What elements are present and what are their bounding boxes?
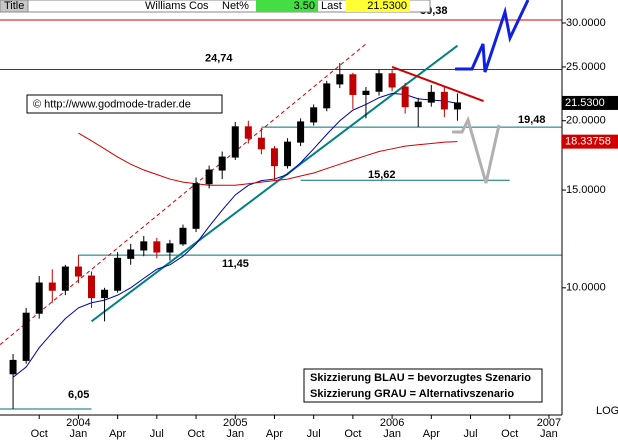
x-tick-label: Apr xyxy=(109,428,126,440)
candle-body xyxy=(231,126,239,158)
header-bar xyxy=(0,0,431,13)
copyright-box xyxy=(26,94,223,114)
value-marker-label: 18.33758 xyxy=(565,136,611,148)
x-tick-label: Oct xyxy=(344,428,361,440)
x-tick-label: Jan xyxy=(70,428,88,440)
candle-body xyxy=(179,227,187,245)
scenario-line: Skizzierung GRAU = Alternativszenario xyxy=(310,388,514,400)
candle-body xyxy=(284,141,292,167)
candle-body xyxy=(297,121,305,143)
blue-scenario-sketch xyxy=(455,0,530,73)
x-tick-label: Jan xyxy=(540,428,558,440)
level-label: 6,05 xyxy=(68,389,89,401)
x-tick-label: Apr xyxy=(266,428,283,440)
log-label: LOG xyxy=(596,405,618,417)
x-tick-label: Jul xyxy=(463,428,477,440)
net-label: Net% xyxy=(222,0,249,12)
candle-body xyxy=(427,91,435,103)
header: Title Williams Cos Net% 3.50 Last 21.530… xyxy=(0,0,431,13)
net-box xyxy=(256,0,318,12)
candle-body xyxy=(87,275,95,299)
candle-body xyxy=(414,101,422,108)
candle-body xyxy=(453,102,461,110)
x-tick-label: Jan xyxy=(226,428,244,440)
candle-body xyxy=(35,282,43,314)
scenario-line: Skizzierung BLAU = bevorzugtes Szenario xyxy=(310,372,531,384)
x-tick-label: Oct xyxy=(31,428,48,440)
candle-body xyxy=(310,107,318,123)
candle-body xyxy=(74,266,82,277)
level-label: 15,62 xyxy=(368,169,396,181)
trendline xyxy=(0,43,367,346)
moving-average xyxy=(12,92,458,378)
x-tick-label: Oct xyxy=(187,428,204,440)
level-label: 19,48 xyxy=(518,114,546,126)
candle-body xyxy=(9,359,17,375)
x-year-label: 2004 xyxy=(66,417,90,429)
candle-body xyxy=(166,243,174,253)
value-marker xyxy=(562,95,618,110)
candle-body xyxy=(270,148,278,167)
y-tick-label: 25.0000 xyxy=(566,61,606,73)
candle-body xyxy=(218,156,226,171)
candle-body xyxy=(336,74,344,85)
last-label: Last xyxy=(321,0,342,12)
x-year-label: 2006 xyxy=(380,417,404,429)
candle-body xyxy=(127,249,135,259)
last-value: 21.5300 xyxy=(367,0,407,12)
chart-title: Williams Cos xyxy=(145,0,209,12)
candle-body xyxy=(192,183,200,229)
candle-body xyxy=(440,91,448,110)
y-tick-label: 30.0000 xyxy=(566,17,606,29)
candle-body xyxy=(388,73,396,88)
x-tick-label: Jul xyxy=(307,428,321,440)
title-tab xyxy=(0,0,29,13)
level-label: 11,45 xyxy=(222,258,249,270)
x-year-label: 2005 xyxy=(223,417,247,429)
x-tick-label: Jul xyxy=(150,428,164,440)
value-marker xyxy=(562,134,618,149)
candle-body xyxy=(153,241,161,253)
copyright: © http://www.godmode-trader.de xyxy=(33,98,191,110)
candle-body xyxy=(22,312,30,361)
y-tick-label: 15.0000 xyxy=(566,184,606,196)
value-marker-label: 21.5300 xyxy=(565,97,605,109)
candle-body xyxy=(401,86,409,108)
moving-average xyxy=(78,132,458,186)
candle-body xyxy=(114,257,122,291)
x-tick-label: Jan xyxy=(383,428,401,440)
x-tick-label: Apr xyxy=(423,428,440,440)
last-box xyxy=(346,0,410,12)
x-year-label: 2007 xyxy=(537,417,561,429)
candle-body xyxy=(244,126,252,139)
y-tick-label: 20.0000 xyxy=(566,115,606,127)
level-label: 24,74 xyxy=(205,52,233,64)
title-tab-text: Title xyxy=(4,0,24,12)
candle-body xyxy=(48,282,56,291)
candle-body xyxy=(362,90,370,95)
candle-body xyxy=(323,83,331,109)
candle-body xyxy=(205,169,213,185)
y-tick-label: 10.0000 xyxy=(566,282,606,294)
x-tick-label: Oct xyxy=(501,428,518,440)
net-value: 3.50 xyxy=(294,0,315,12)
candle-body xyxy=(349,74,357,95)
candle-body xyxy=(61,266,69,291)
trendline xyxy=(391,65,484,102)
candle-body xyxy=(101,289,109,299)
trendline xyxy=(90,44,459,323)
candle-body xyxy=(140,241,148,251)
candle-body xyxy=(257,137,265,150)
candle-body xyxy=(375,73,383,92)
gray-scenario-sketch xyxy=(452,115,501,184)
scenario-box xyxy=(303,368,543,403)
